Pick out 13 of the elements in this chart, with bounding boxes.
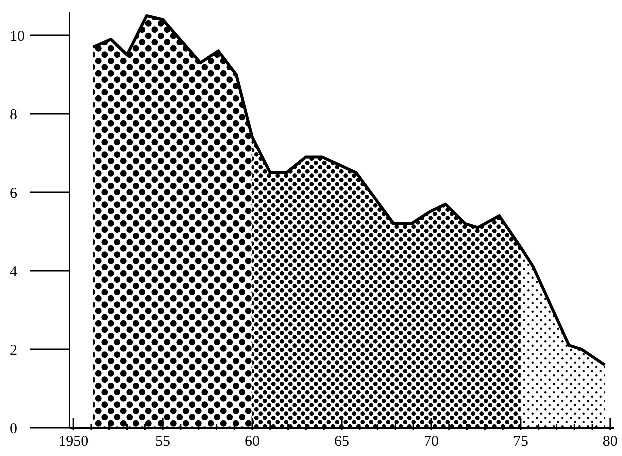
y-tick-label: 10: [10, 28, 25, 45]
x-tick-label: 75: [513, 434, 528, 450]
y-tick-label: 8: [10, 107, 18, 124]
y-tick-label: 6: [10, 186, 18, 202]
x-tick-label: 60: [245, 434, 260, 450]
x-tick-label: 70: [424, 434, 439, 450]
y-tick-label: 0: [10, 421, 18, 438]
x-tick-label: 65: [334, 434, 350, 450]
y-tick-label: 4: [10, 264, 18, 280]
x-tick-label: 80: [602, 434, 618, 450]
y-tick-label: 2: [10, 342, 18, 359]
x-tick-label: 55: [156, 434, 171, 450]
x-tick-label: 1950: [58, 434, 89, 450]
